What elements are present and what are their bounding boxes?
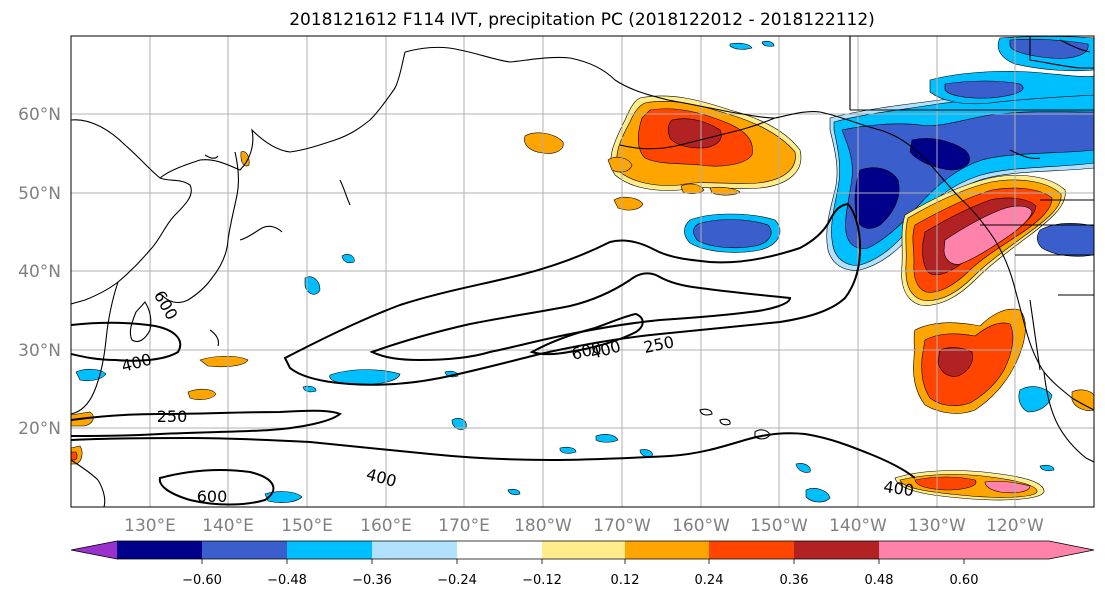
colorbar-segment-5 [457, 541, 542, 559]
colorbar: −0.60 −0.48 −0.36 −0.24 −0.12 0.12 0.24 … [70, 540, 1095, 588]
ivt-contour-400-sw [158, 469, 275, 506]
lon-label-150e: 150°E [281, 516, 333, 536]
lon-label-160w: 160°W [672, 516, 730, 536]
colorbar-label-9: 0.48 [865, 573, 894, 588]
colorbar-extend-min [71, 541, 117, 559]
colorbar-tick-labels: −0.60 −0.48 −0.36 −0.24 −0.12 0.12 0.24 … [182, 573, 978, 588]
lon-label-140w: 140°W [829, 516, 887, 536]
lat-label-60n: 60°N [18, 105, 61, 125]
colorbar-label-7: 0.24 [695, 573, 724, 588]
colorbar-label-10: 0.60 [950, 573, 979, 588]
longitude-labels: 130°E 140°E 150°E 160°E 170°E 180°W 170°… [124, 516, 1044, 536]
colorbar-segment-3 [287, 541, 372, 559]
colorbar-label-5: −0.12 [522, 573, 562, 588]
colorbar-segment-6 [542, 541, 625, 559]
lat-label-40n: 40°N [18, 262, 61, 282]
colorbar-segment-9 [794, 541, 879, 559]
lon-label-130w: 130°W [908, 516, 966, 536]
colorbar-extend-max [964, 541, 1094, 559]
colorbar-ticks [201, 559, 965, 564]
lon-label-150w: 150°W [750, 516, 808, 536]
contour-label-600-sw: 600 [197, 487, 228, 506]
lat-label-50n: 50°N [18, 184, 61, 204]
colorbar-label-6: 0.12 [611, 573, 640, 588]
colorbar-segment-8 [709, 541, 794, 559]
coastlines [71, 36, 1094, 507]
lon-label-160e: 160°E [360, 516, 412, 536]
colorbar-label-4: −0.24 [437, 573, 477, 588]
contour-label-400-east: 400 [882, 477, 915, 500]
ivt-contour-400-band [71, 432, 916, 479]
contour-label-250-south: 250 [157, 407, 188, 426]
ivt-contour-250-main [283, 202, 862, 386]
lon-label-170e: 170°E [438, 516, 490, 536]
colorbar-outline [70, 540, 1095, 560]
ivt-contour-400-west [71, 321, 182, 362]
lon-label-170w: 170°W [593, 516, 651, 536]
ivt-contours [71, 202, 916, 506]
colorbar-label-2: −0.48 [267, 573, 307, 588]
ivt-contour-250-south [71, 409, 342, 437]
ivt-contour-600-main [529, 312, 644, 356]
lon-label-180w: 180°W [514, 516, 572, 536]
colorbar-segment-4 [372, 541, 457, 559]
precip-pc-shading [71, 36, 1094, 503]
map-frame [70, 35, 1095, 508]
lon-label-120w: 120°W [986, 516, 1044, 536]
lat-label-20n: 20°N [18, 419, 61, 439]
colorbar-label-1: −0.60 [182, 573, 222, 588]
lon-label-130e: 130°E [124, 516, 176, 536]
lat-label-30n: 30°N [18, 341, 61, 361]
colorbar-label-3: −0.36 [352, 573, 392, 588]
colorbar-label-8: 0.36 [780, 573, 809, 588]
lon-label-140e: 140°E [202, 516, 254, 536]
colorbar-segment-10 [879, 541, 964, 559]
map-area: 400 600 250 600 400 250 400 250 400 400 … [71, 36, 1094, 507]
figure-title: 2018121612 F114 IVT, precipitation PC (2… [289, 10, 875, 30]
colorbar-segment-1 [117, 541, 202, 559]
latitude-labels: 60°N 50°N 40°N 30°N 20°N [18, 105, 61, 439]
ivt-contour-400-main [369, 272, 792, 362]
colorbar-segment-7 [625, 541, 709, 559]
colorbar-segment-2 [202, 541, 287, 559]
